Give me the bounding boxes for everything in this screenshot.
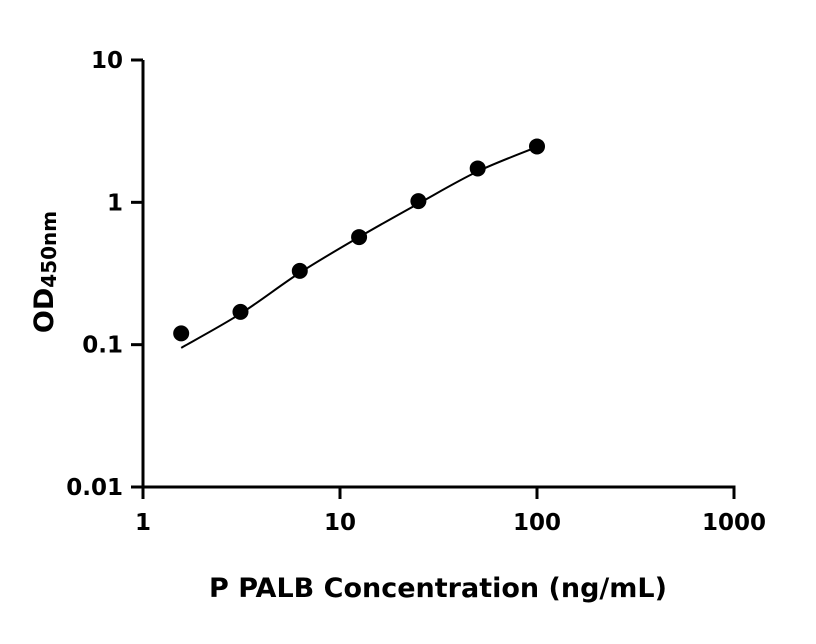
data-point bbox=[232, 303, 249, 320]
y-axis-label-sub: 450nm bbox=[37, 211, 61, 288]
x-axis-label: P PALB Concentration (ng/mL) bbox=[209, 573, 667, 604]
y-axis-label: OD450nm bbox=[29, 211, 61, 333]
y-tick-label: 1 bbox=[107, 190, 123, 216]
tick-labels: 1 10 100 1000 0.01 0.1 1 10 bbox=[66, 48, 766, 536]
y-tick-label: 0.1 bbox=[82, 333, 123, 359]
data-point bbox=[351, 229, 368, 246]
x-tick-label: 1 bbox=[135, 510, 151, 536]
y-axis-label-main: OD bbox=[29, 288, 60, 333]
data-point bbox=[529, 138, 545, 155]
data-point bbox=[291, 262, 308, 279]
data-point bbox=[410, 193, 427, 210]
y-tick-label: 10 bbox=[91, 48, 123, 74]
y-tick-label: 0.01 bbox=[66, 475, 123, 501]
x-tick-label: 10 bbox=[324, 510, 356, 536]
x-tick-label: 1000 bbox=[702, 510, 766, 536]
data-point bbox=[469, 160, 486, 177]
axes bbox=[131, 58, 736, 499]
fit-curve bbox=[180, 146, 538, 349]
x-tick-label: 100 bbox=[513, 510, 561, 536]
data-points bbox=[173, 138, 545, 342]
data-point bbox=[173, 325, 190, 342]
